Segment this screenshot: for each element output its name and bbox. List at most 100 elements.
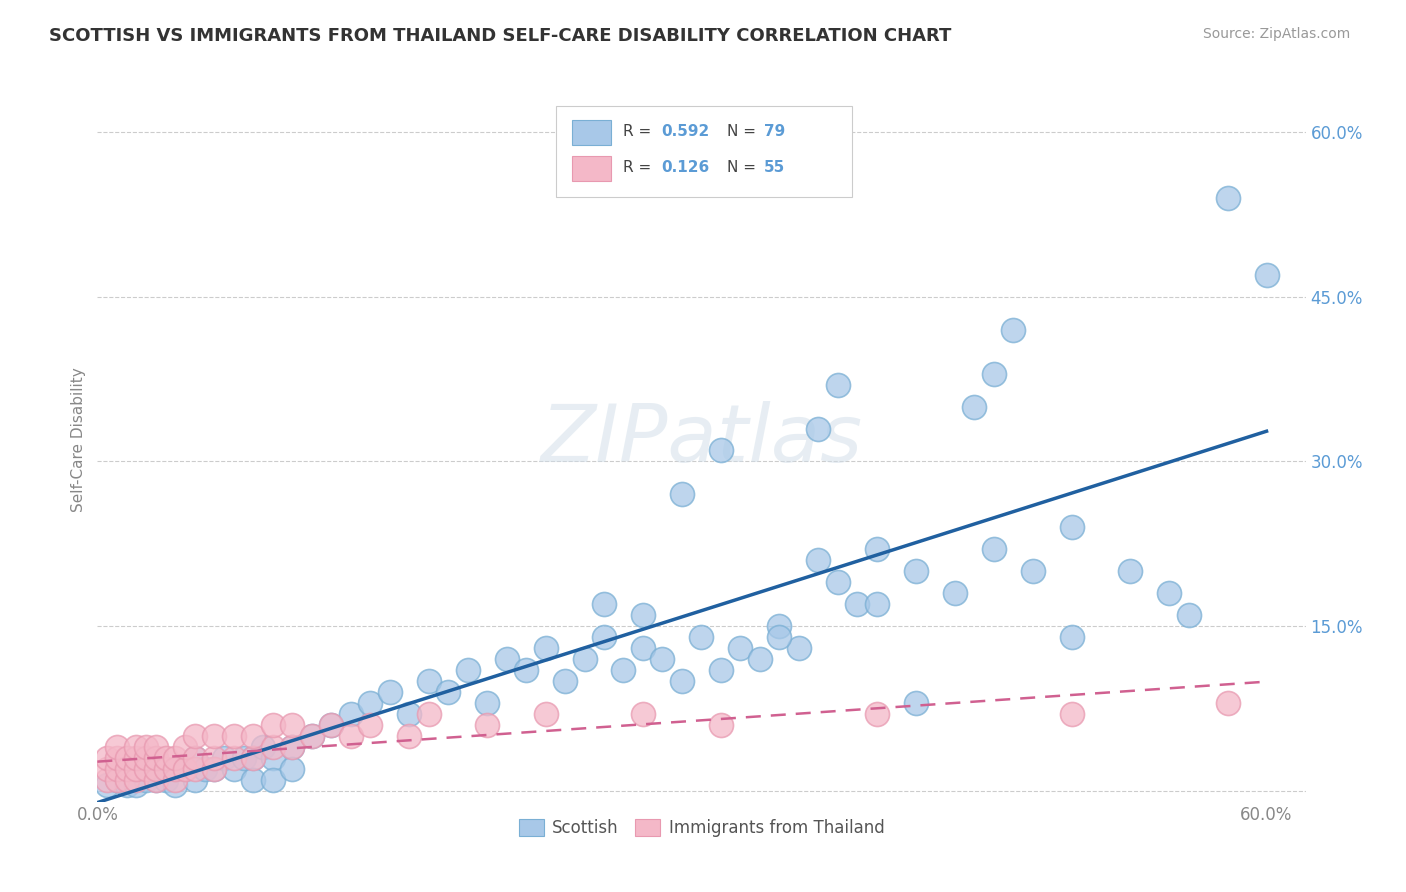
Point [593,597,616,611]
Point [1216,191,1239,205]
Text: N =: N = [727,161,761,176]
Point [515,663,537,677]
Point [96,778,118,792]
Point [145,772,167,787]
Point [184,772,207,787]
Point [184,750,207,764]
Point [339,706,361,721]
Point [165,772,187,787]
Text: R =: R = [623,161,657,176]
Point [378,685,401,699]
Point [165,778,187,792]
Point [612,663,634,677]
Text: 0.592: 0.592 [662,124,710,139]
Bar [572,156,610,181]
Point [1021,564,1043,578]
Text: 79: 79 [765,124,786,139]
Point [232,750,254,764]
Point [135,772,157,787]
Point [125,750,148,764]
Point [281,739,304,754]
Point [904,696,927,710]
Point [866,597,889,611]
Point [281,739,304,754]
Point [418,673,440,688]
Point [184,750,207,764]
Text: ZIPatlas: ZIPatlas [540,401,862,478]
Point [262,750,284,764]
Point [339,729,361,743]
Point [768,619,790,633]
Point [105,739,128,754]
Point [135,750,157,764]
Y-axis label: Self-Care Disability: Self-Care Disability [72,368,86,512]
Text: R =: R = [623,124,657,139]
Point [125,778,148,792]
Point [242,729,264,743]
Text: N =: N = [727,124,761,139]
Point [301,729,323,743]
Point [184,762,207,776]
Point [145,762,167,776]
Point [115,750,138,764]
Point [1256,268,1278,282]
Text: 0.126: 0.126 [662,161,710,176]
Point [202,762,225,776]
Point [115,778,138,792]
Point [321,718,343,732]
Point [730,640,752,655]
Point [457,663,479,677]
Point [748,652,770,666]
Point [125,762,148,776]
Point [475,696,498,710]
Point [671,487,693,501]
Point [262,718,284,732]
Point [135,739,157,754]
Point [242,772,264,787]
Point [475,718,498,732]
Point [125,762,148,776]
Point [184,729,207,743]
Point [943,586,966,600]
Point [671,673,693,688]
Point [631,640,654,655]
Point [1002,323,1025,337]
Point [212,750,235,764]
Point [866,542,889,557]
Point [202,762,225,776]
Point [787,640,810,655]
Point [155,772,177,787]
Point [359,696,381,710]
Point [1060,520,1083,534]
Point [135,762,157,776]
Point [1177,608,1199,623]
Point [1216,696,1239,710]
Point [145,750,167,764]
Point [807,553,830,567]
Point [145,762,167,776]
Text: SCOTTISH VS IMMIGRANTS FROM THAILAND SELF-CARE DISABILITY CORRELATION CHART: SCOTTISH VS IMMIGRANTS FROM THAILAND SEL… [49,27,952,45]
Point [105,772,128,787]
Point [418,706,440,721]
Point [96,772,118,787]
Point [1159,586,1181,600]
Point [534,640,557,655]
Point [631,706,654,721]
Point [96,750,118,764]
Point [866,706,889,721]
Point [174,762,197,776]
Point [690,630,713,644]
Point [710,443,733,458]
Point [904,564,927,578]
Point [359,718,381,732]
Point [321,718,343,732]
Point [174,762,197,776]
Point [710,663,733,677]
Point [125,772,148,787]
Point [174,739,197,754]
Point [593,630,616,644]
Point [651,652,673,666]
Point [631,608,654,623]
Point [398,706,420,721]
Point [105,750,128,764]
